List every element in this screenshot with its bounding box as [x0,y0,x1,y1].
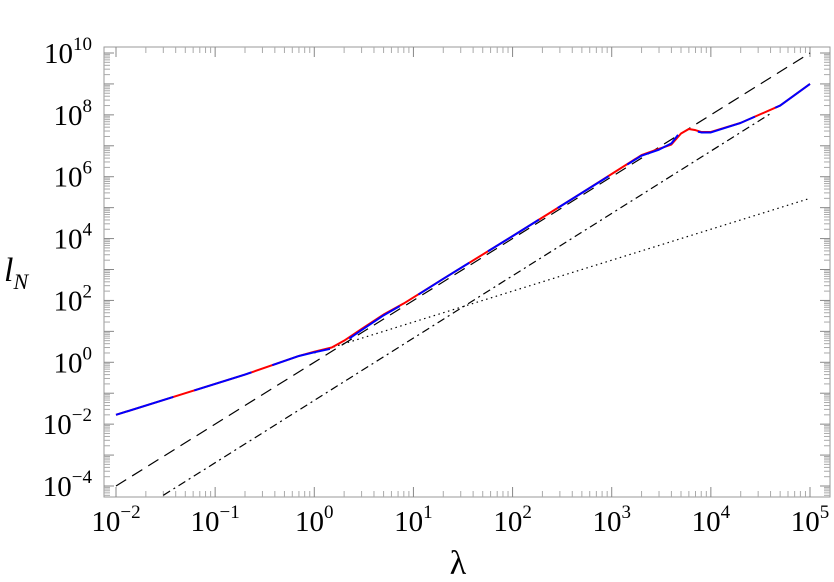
y-tick-label-exponent: −4 [72,467,93,488]
x-tick-label-exponent: 4 [721,502,731,523]
x-tick-label-exponent: 1 [423,502,433,523]
y-tick-label: 10−2 [43,405,92,441]
x-tick-label-exponent: 0 [324,502,334,523]
x-tick-label: 10−1 [191,502,240,538]
x-tick-label-exponent: 5 [820,502,830,523]
series-layer [115,52,811,496]
y-tick-label-base: 10 [43,409,72,441]
y-tick-label-exponent: −2 [72,405,92,426]
y-axis-label-main: l [4,252,13,289]
x-tick-label: 101 [394,502,433,538]
y-tick-label: 1010 [44,34,92,70]
series-line-solid-blue [115,83,811,416]
x-tick-label-base: 10 [791,506,820,538]
x-tick-label: 104 [692,502,731,538]
x-tick-label-base: 10 [592,506,621,538]
y-tick-label-exponent: 2 [83,281,93,302]
y-tick-label-exponent: 4 [83,220,93,241]
y-tick-label-base: 10 [44,38,73,70]
series-line-dashdot-black [162,113,771,496]
y-tick-label-base: 10 [43,471,72,503]
x-tick-label: 105 [791,502,830,538]
x-tick-label-base: 10 [91,506,120,538]
y-tick-label-base: 10 [54,285,83,317]
y-tick-label-exponent: 6 [83,158,93,179]
y-tick-label: 106 [54,158,93,194]
y-tick-label-base: 10 [54,347,83,379]
x-tick-label-exponent: 2 [522,502,532,523]
y-tick-label-base: 10 [54,162,83,194]
x-tick-label-exponent: −2 [120,502,140,523]
x-tick-label: 10−2 [91,502,140,538]
series-line-dashed-black [115,52,811,487]
y-tick-label-base: 10 [54,224,83,256]
y-tick-label: 10−4 [43,467,93,503]
series-line-solid-red [115,83,811,416]
x-tick-label-base: 10 [692,506,721,538]
y-tick-label-exponent: 8 [83,96,93,117]
minor-ticks [104,47,830,497]
x-tick-label-base: 10 [191,506,220,538]
series-line-dotted-black [314,197,811,354]
x-tick-label: 100 [295,502,334,538]
x-tick-label-base: 10 [394,506,423,538]
y-tick-label-base: 10 [54,100,83,132]
plot-frame [103,46,831,498]
y-tick-label-exponent: 0 [83,343,93,364]
major-ticks [104,47,830,497]
x-tick-label-base: 10 [493,506,522,538]
y-tick-label: 104 [54,220,93,256]
x-tick-label: 103 [592,502,631,538]
y-axis-label: lN [4,252,29,294]
x-tick-label-exponent: −1 [220,502,240,523]
x-tick-label-exponent: 3 [621,502,631,523]
y-tick-label: 108 [54,96,93,132]
y-axis-label-subscript: N [12,269,29,294]
x-tick-labels: 10−2 10−1 100 101 102 103 104 105 [91,502,829,538]
y-tick-label-exponent: 10 [73,34,92,55]
x-tick-label-base: 10 [295,506,324,538]
y-tick-label: 100 [54,343,93,379]
y-tick-label: 102 [54,281,93,317]
x-tick-label: 102 [493,502,532,538]
x-axis-label: λ [450,545,467,582]
